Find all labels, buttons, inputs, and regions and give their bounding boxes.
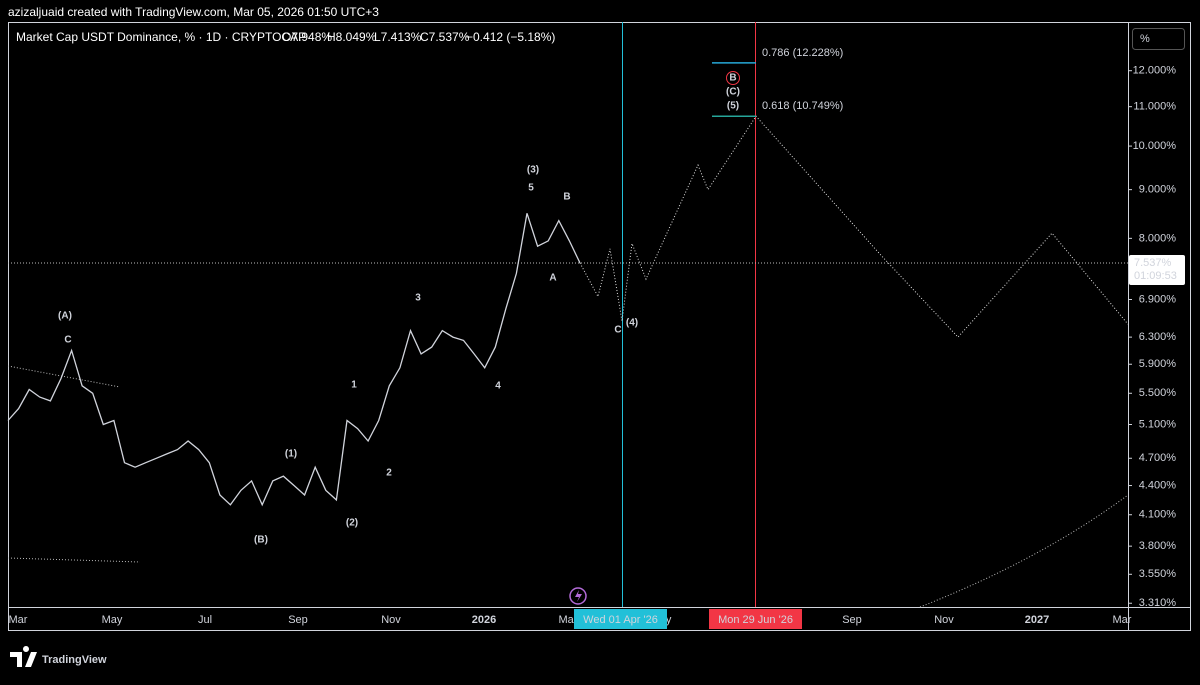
wave-label: C	[64, 335, 71, 346]
wave-label: 5	[528, 183, 534, 194]
x-tick-label: Sep	[288, 614, 308, 626]
wave-label: (1)	[285, 449, 297, 460]
ohlc-value: H8.049%	[327, 30, 377, 44]
y-tick-label: 10.000%	[1133, 140, 1177, 152]
legend: Market Cap USDT Dominance, % · 1D · CRYP…	[16, 30, 306, 44]
wave-label: 4	[495, 381, 501, 392]
x-tick-label: Jul	[198, 614, 212, 626]
last-price-box	[1129, 254, 1185, 285]
y-tick-label: 3.550%	[1139, 568, 1177, 580]
price-line	[7, 213, 581, 507]
y-tick-label: 4.700%	[1139, 452, 1177, 464]
y-tick-label: 8.000%	[1139, 232, 1177, 244]
y-tick-label: 6.300%	[1139, 331, 1177, 343]
scale-button[interactable]	[1132, 28, 1185, 50]
wave-circle	[726, 71, 740, 85]
wave-label: (5)	[727, 101, 739, 112]
x-tick-label: 2027	[1025, 614, 1049, 626]
wave-label: 1	[351, 380, 357, 391]
date-marker-box	[709, 609, 802, 629]
wave-label: (3)	[527, 165, 539, 176]
ohlc-value: L7.413%	[374, 30, 422, 44]
ohlc-value: O7.948%	[282, 30, 332, 44]
y-tick-label: 3.310%	[1139, 597, 1177, 609]
y-tick-label: 4.400%	[1139, 479, 1177, 491]
event-icon[interactable]	[569, 587, 587, 605]
countdown: 01:09:53	[1134, 270, 1177, 282]
x-tick-label: Mar	[1113, 614, 1132, 626]
x-tick-label: Mar	[9, 614, 28, 626]
y-tick-label: 5.100%	[1139, 418, 1177, 430]
x-tick-label: May	[102, 614, 123, 626]
wave-label: (A)	[58, 311, 72, 322]
date-marker-box	[574, 609, 667, 629]
ohlc-value: C7.537%	[420, 30, 470, 44]
wave-label: (2)	[346, 518, 358, 529]
wave-label: B	[563, 192, 570, 203]
projection-line	[579, 115, 1129, 338]
chart-frame	[8, 22, 1191, 631]
trendline	[7, 365, 121, 388]
x-tick-label: 2026	[472, 614, 496, 626]
y-tick-label: 5.500%	[1139, 387, 1177, 399]
wave-label: B	[729, 73, 736, 84]
x-tick-label: Nov	[381, 614, 401, 626]
y-tick-label: 11.000%	[1133, 101, 1176, 113]
date-marker-label: Wed 01 Apr '26	[583, 614, 658, 626]
y-tick-label: 6.900%	[1139, 293, 1177, 305]
fib-label: 0.618 (10.749%)	[762, 100, 843, 112]
logo-icon	[10, 646, 37, 667]
wave-label: (C)	[726, 87, 740, 98]
fib-label: 0.786 (12.228%)	[762, 47, 843, 59]
x-tick-label: Nov	[934, 614, 954, 626]
x-tick-label: Mar	[559, 614, 578, 626]
wave-label: (B)	[254, 535, 268, 546]
curve	[919, 494, 1129, 608]
wave-label: 2	[386, 468, 392, 479]
y-tick-label: 3.800%	[1139, 540, 1177, 552]
y-tick-label: 9.000%	[1139, 184, 1177, 196]
last-price-label: 7.537%	[1134, 257, 1172, 269]
ohlc-value: −0.412 (−5.18%)	[466, 30, 555, 44]
event-icon	[575, 590, 582, 602]
header: azizaljuaid created with TradingView.com…	[8, 5, 379, 19]
y-tick-label: 4.100%	[1139, 509, 1177, 521]
date-marker-label: Mon 29 Jun '26	[718, 614, 793, 626]
scale-button-label[interactable]: %	[1140, 33, 1150, 45]
y-tick-label: 5.900%	[1139, 358, 1177, 370]
wave-label: (4)	[626, 318, 638, 329]
wave-label: C	[614, 325, 621, 336]
wave-label: A	[549, 273, 556, 284]
logo-text: TradingView	[42, 654, 107, 666]
trendline	[7, 557, 141, 563]
wave-label: 3	[415, 293, 421, 304]
x-tick-label: Sep	[842, 614, 862, 626]
y-tick-label: 12.000%	[1133, 65, 1177, 77]
